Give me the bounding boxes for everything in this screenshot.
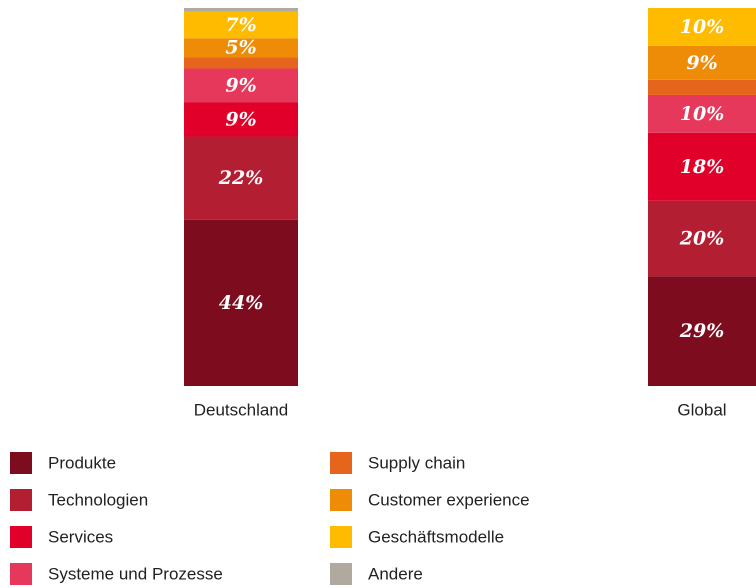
legend-swatch xyxy=(10,526,32,548)
value-label: 29% xyxy=(679,320,725,342)
legend-swatch xyxy=(10,489,32,511)
category-label: Deutschland xyxy=(194,400,289,419)
value-label: 7% xyxy=(225,14,256,36)
bar-segment xyxy=(648,276,756,386)
bar-segment xyxy=(184,8,298,12)
category-label: Global xyxy=(677,400,726,419)
bar-segment xyxy=(648,200,756,277)
bar-segment xyxy=(648,45,756,80)
legend-label: Supply chain xyxy=(368,453,465,472)
value-label: 5% xyxy=(225,37,256,59)
value-label: 10% xyxy=(680,103,725,125)
legend-swatch xyxy=(330,526,352,548)
value-label: 9% xyxy=(225,74,256,96)
bar-segment xyxy=(184,38,298,58)
legend-swatch xyxy=(10,452,32,474)
bar-segment xyxy=(648,79,756,95)
bar-segment xyxy=(648,94,756,133)
value-label: 22% xyxy=(218,167,264,189)
bar-segment xyxy=(184,102,298,137)
bar-segment xyxy=(184,136,298,220)
value-label: 18% xyxy=(680,156,725,178)
legend-label: Customer experience xyxy=(368,490,530,509)
legend-label: Geschäftsmodelle xyxy=(368,527,504,546)
legend-swatch xyxy=(330,452,352,474)
bar-segment xyxy=(184,219,298,386)
legend-swatch xyxy=(330,489,352,511)
legend-swatch xyxy=(330,563,352,585)
value-label: 9% xyxy=(686,52,717,74)
legend-label: Technologien xyxy=(48,490,148,509)
legend-swatch xyxy=(10,563,32,585)
bar-segment xyxy=(184,11,298,39)
value-label: 10% xyxy=(680,16,725,38)
value-label: 44% xyxy=(219,292,264,314)
legend-label: Services xyxy=(48,527,113,546)
value-label: 9% xyxy=(225,109,256,131)
value-label: 20% xyxy=(679,228,725,250)
legend-label: Andere xyxy=(368,564,423,583)
bar-segment xyxy=(184,68,298,103)
bar-segment xyxy=(648,8,756,46)
legend-label: Systeme und Prozesse xyxy=(48,564,223,583)
legend-label: Produkte xyxy=(48,453,116,472)
bar-segment xyxy=(184,57,298,69)
bar-segment xyxy=(648,132,756,201)
